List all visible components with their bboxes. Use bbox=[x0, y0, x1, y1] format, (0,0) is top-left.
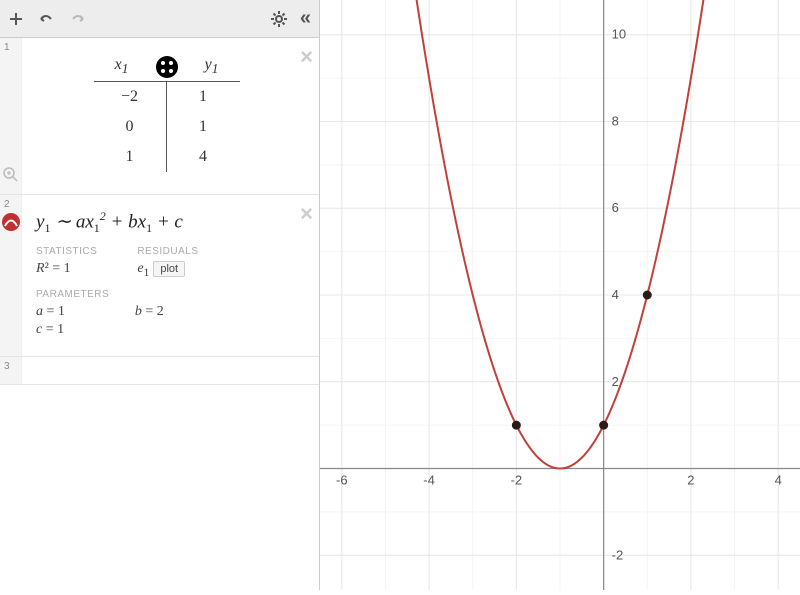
add-button[interactable] bbox=[8, 11, 24, 27]
graph-area[interactable]: -6 -4 -2 2 4 -2 2 4 6 8 10 bbox=[320, 0, 800, 590]
expression-row-table[interactable]: 1 × x1 y1 −210114 bbox=[0, 38, 319, 195]
param-c: c = 1 bbox=[36, 322, 305, 338]
residuals-label: RESIDUALS bbox=[137, 246, 198, 257]
close-icon[interactable]: × bbox=[300, 44, 313, 70]
table-row[interactable]: 01 bbox=[94, 112, 240, 142]
close-icon[interactable]: × bbox=[300, 201, 313, 227]
settings-button[interactable] bbox=[270, 10, 288, 28]
collapse-button[interactable]: « bbox=[300, 7, 311, 30]
svg-text:4: 4 bbox=[612, 287, 619, 302]
param-a: a = 1 bbox=[36, 304, 65, 320]
svg-text:-2: -2 bbox=[511, 473, 523, 488]
statistics-label: STATISTICS bbox=[36, 246, 97, 257]
regression-icon[interactable] bbox=[2, 213, 20, 231]
parameters-label: PARAMETERS bbox=[36, 289, 305, 300]
toolbar: « bbox=[0, 0, 319, 38]
regression-formula: y1 ∼ ax12 + bx1 + c bbox=[36, 209, 305, 236]
svg-text:-2: -2 bbox=[612, 547, 624, 562]
param-b: b = 2 bbox=[135, 304, 164, 320]
svg-text:2: 2 bbox=[612, 374, 619, 389]
table-col-header-x[interactable]: x1 bbox=[94, 52, 150, 81]
svg-text:-6: -6 bbox=[336, 473, 348, 488]
dice-icon[interactable] bbox=[156, 56, 178, 78]
svg-text:8: 8 bbox=[612, 113, 619, 128]
table-row[interactable]: 14 bbox=[94, 142, 240, 172]
plot-button[interactable]: plot bbox=[153, 261, 185, 277]
undo-button[interactable] bbox=[36, 12, 56, 26]
table-row[interactable]: −21 bbox=[94, 82, 240, 112]
svg-text:4: 4 bbox=[775, 473, 782, 488]
svg-text:6: 6 bbox=[612, 200, 619, 215]
svg-text:-4: -4 bbox=[423, 473, 435, 488]
data-table: x1 y1 −210114 bbox=[28, 52, 305, 172]
residuals-value: e1plot bbox=[137, 261, 198, 279]
table-col-header-y[interactable]: y1 bbox=[184, 52, 240, 81]
expr-index: 3 bbox=[0, 357, 22, 384]
expression-row-empty[interactable]: 3 bbox=[0, 357, 319, 385]
expression-row-regression[interactable]: 2 × y1 ∼ ax12 + bx1 + c STATISTICS R² = … bbox=[0, 195, 319, 357]
svg-text:2: 2 bbox=[687, 473, 694, 488]
svg-text:10: 10 bbox=[612, 27, 626, 42]
redo-button[interactable] bbox=[68, 12, 88, 26]
magnify-icon[interactable] bbox=[3, 167, 19, 188]
r-squared-value: R² = 1 bbox=[36, 261, 97, 277]
